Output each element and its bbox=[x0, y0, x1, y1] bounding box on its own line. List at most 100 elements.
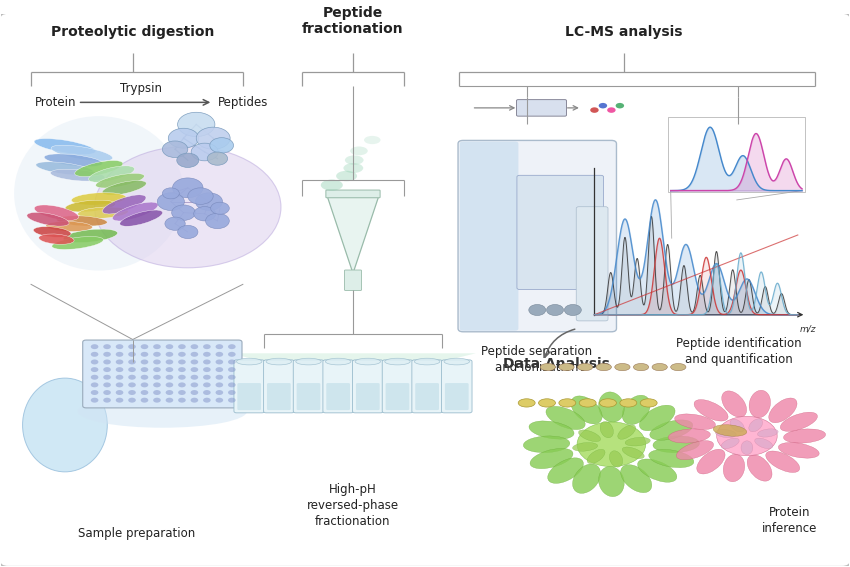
Circle shape bbox=[128, 382, 136, 387]
Circle shape bbox=[103, 344, 110, 349]
Circle shape bbox=[529, 304, 546, 315]
Ellipse shape bbox=[355, 358, 381, 365]
Circle shape bbox=[141, 375, 148, 380]
Text: Data Analysis: Data Analysis bbox=[503, 357, 609, 371]
FancyBboxPatch shape bbox=[323, 360, 354, 413]
Circle shape bbox=[116, 367, 123, 372]
Circle shape bbox=[178, 112, 215, 137]
Circle shape bbox=[116, 344, 123, 349]
FancyBboxPatch shape bbox=[353, 360, 383, 413]
Circle shape bbox=[190, 397, 198, 403]
Ellipse shape bbox=[713, 425, 747, 436]
FancyBboxPatch shape bbox=[458, 141, 616, 332]
FancyBboxPatch shape bbox=[326, 383, 350, 410]
Ellipse shape bbox=[103, 195, 146, 214]
Circle shape bbox=[166, 397, 173, 403]
Circle shape bbox=[141, 352, 148, 357]
Ellipse shape bbox=[741, 441, 753, 455]
Circle shape bbox=[162, 188, 179, 199]
Circle shape bbox=[141, 344, 148, 349]
Circle shape bbox=[141, 390, 148, 395]
Ellipse shape bbox=[640, 399, 657, 407]
Circle shape bbox=[196, 193, 223, 210]
Ellipse shape bbox=[46, 222, 93, 231]
Ellipse shape bbox=[39, 234, 74, 244]
FancyBboxPatch shape bbox=[460, 142, 518, 331]
Circle shape bbox=[94, 146, 281, 268]
Ellipse shape bbox=[577, 363, 592, 371]
Ellipse shape bbox=[444, 358, 469, 365]
Ellipse shape bbox=[600, 421, 614, 438]
Circle shape bbox=[178, 382, 186, 387]
Circle shape bbox=[228, 352, 235, 357]
Circle shape bbox=[216, 375, 224, 380]
Circle shape bbox=[153, 382, 161, 387]
Ellipse shape bbox=[579, 430, 601, 442]
Circle shape bbox=[91, 344, 99, 349]
Circle shape bbox=[228, 375, 235, 380]
Circle shape bbox=[547, 304, 564, 315]
Circle shape bbox=[166, 344, 173, 349]
Ellipse shape bbox=[75, 160, 123, 176]
Polygon shape bbox=[230, 353, 476, 384]
Ellipse shape bbox=[296, 358, 321, 365]
Circle shape bbox=[128, 397, 136, 403]
Circle shape bbox=[173, 178, 203, 198]
Text: m/z: m/z bbox=[800, 325, 816, 333]
Ellipse shape bbox=[598, 467, 624, 497]
Circle shape bbox=[216, 390, 224, 395]
Circle shape bbox=[91, 397, 99, 403]
Circle shape bbox=[128, 359, 136, 365]
Circle shape bbox=[228, 344, 235, 349]
Ellipse shape bbox=[385, 358, 411, 365]
Circle shape bbox=[178, 352, 186, 357]
FancyBboxPatch shape bbox=[517, 175, 604, 290]
Ellipse shape bbox=[780, 412, 818, 431]
Ellipse shape bbox=[547, 458, 583, 484]
Ellipse shape bbox=[336, 171, 357, 181]
Circle shape bbox=[196, 127, 230, 149]
Ellipse shape bbox=[343, 163, 363, 173]
Circle shape bbox=[206, 213, 230, 229]
Circle shape bbox=[166, 367, 173, 372]
Circle shape bbox=[103, 390, 110, 395]
Ellipse shape bbox=[622, 447, 644, 459]
Ellipse shape bbox=[722, 391, 746, 417]
Circle shape bbox=[564, 304, 581, 315]
Circle shape bbox=[166, 352, 173, 357]
FancyBboxPatch shape bbox=[517, 100, 566, 116]
Circle shape bbox=[203, 390, 211, 395]
Polygon shape bbox=[327, 197, 378, 273]
Ellipse shape bbox=[749, 390, 770, 418]
Ellipse shape bbox=[652, 363, 667, 371]
Ellipse shape bbox=[625, 437, 650, 446]
Ellipse shape bbox=[541, 363, 555, 371]
FancyBboxPatch shape bbox=[326, 190, 380, 198]
FancyBboxPatch shape bbox=[356, 383, 380, 410]
Circle shape bbox=[153, 352, 161, 357]
Circle shape bbox=[178, 225, 198, 239]
Circle shape bbox=[91, 359, 99, 365]
Ellipse shape bbox=[71, 193, 127, 205]
Circle shape bbox=[228, 367, 235, 372]
FancyBboxPatch shape bbox=[412, 360, 442, 413]
Ellipse shape bbox=[784, 429, 825, 443]
Circle shape bbox=[178, 367, 186, 372]
FancyBboxPatch shape bbox=[0, 13, 850, 566]
Circle shape bbox=[216, 359, 224, 365]
Ellipse shape bbox=[558, 399, 575, 407]
Ellipse shape bbox=[27, 213, 69, 226]
Circle shape bbox=[141, 367, 148, 372]
Circle shape bbox=[162, 141, 188, 158]
Circle shape bbox=[141, 359, 148, 365]
Circle shape bbox=[717, 416, 777, 456]
Circle shape bbox=[216, 397, 224, 403]
Circle shape bbox=[128, 390, 136, 395]
Circle shape bbox=[166, 375, 173, 380]
Ellipse shape bbox=[88, 166, 134, 182]
Ellipse shape bbox=[757, 429, 778, 437]
Ellipse shape bbox=[755, 438, 773, 448]
Ellipse shape bbox=[730, 419, 745, 432]
Circle shape bbox=[210, 138, 234, 153]
FancyBboxPatch shape bbox=[576, 207, 608, 321]
